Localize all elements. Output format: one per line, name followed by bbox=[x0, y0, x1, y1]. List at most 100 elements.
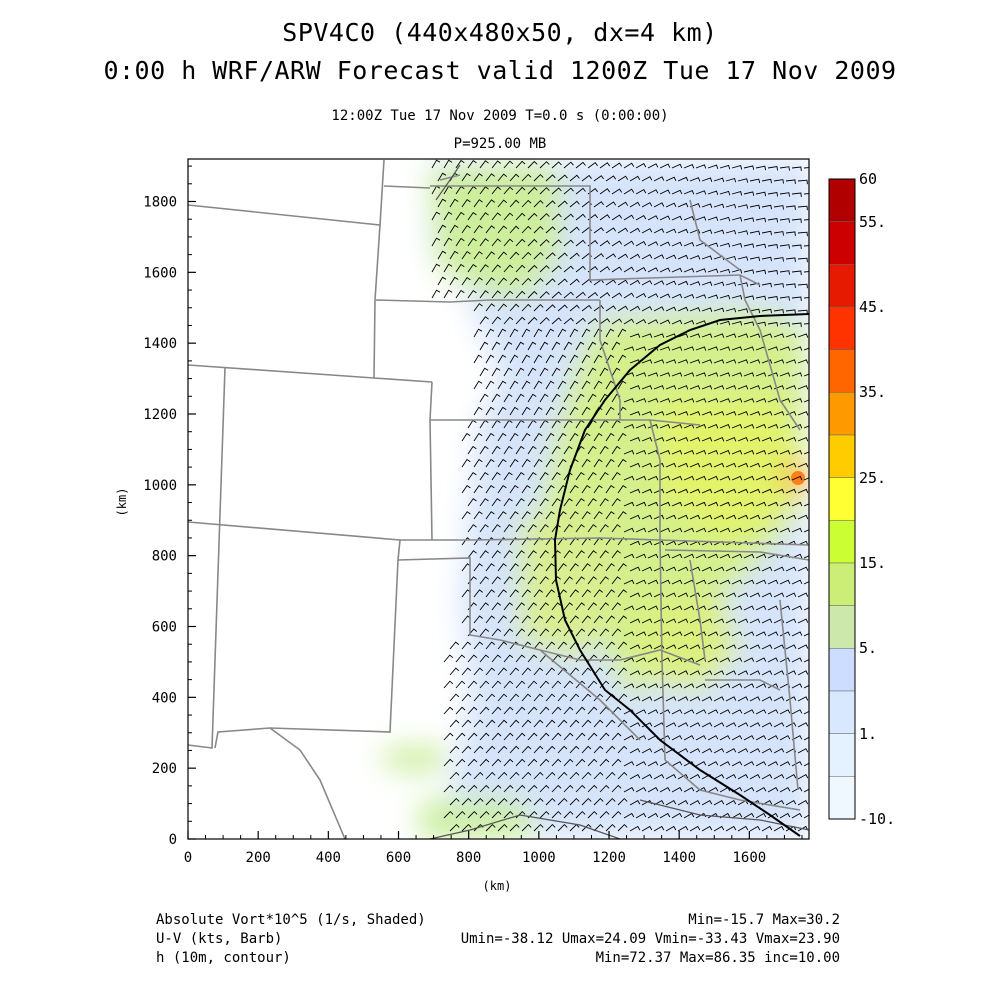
wind-barb bbox=[737, 462, 749, 468]
wind-barb bbox=[527, 445, 537, 455]
y-tick-label: 800 bbox=[152, 549, 177, 565]
wind-barb bbox=[509, 771, 520, 780]
wind-barb bbox=[719, 605, 731, 611]
wind-barb bbox=[521, 693, 532, 702]
wind-barb bbox=[551, 317, 562, 325]
wind-barb bbox=[617, 615, 627, 624]
wind-barb bbox=[593, 201, 604, 208]
wind-barb bbox=[593, 797, 604, 806]
wind-barb bbox=[791, 398, 803, 403]
wind-barb bbox=[647, 293, 659, 299]
wind-barb bbox=[581, 719, 592, 728]
wind-barb bbox=[527, 784, 538, 793]
wind-barb bbox=[569, 200, 580, 208]
wind-barb bbox=[683, 605, 695, 611]
wind-barb bbox=[455, 237, 465, 247]
wind-barb bbox=[743, 527, 755, 533]
wind-barb bbox=[539, 784, 550, 793]
wind-barb bbox=[551, 213, 562, 221]
wind-barb bbox=[605, 175, 617, 182]
wind-barb bbox=[635, 475, 647, 481]
wind-barb bbox=[545, 719, 556, 728]
wind-barb bbox=[707, 475, 719, 481]
wind-barb bbox=[443, 263, 453, 273]
wind-barb bbox=[497, 251, 508, 260]
colorbar-band bbox=[828, 392, 856, 436]
wind-barb bbox=[695, 631, 707, 637]
wind-barb bbox=[491, 784, 502, 793]
colorbar-label: 15. bbox=[859, 554, 886, 572]
wind-barb bbox=[779, 812, 791, 819]
wind-barb bbox=[461, 693, 472, 702]
wind-barb bbox=[707, 398, 719, 403]
wind-barb bbox=[611, 602, 621, 611]
wind-barb bbox=[479, 393, 489, 403]
wind-barb bbox=[701, 437, 713, 442]
wind-barb bbox=[611, 576, 621, 585]
wind-barb bbox=[677, 411, 689, 416]
wind-barb bbox=[797, 566, 809, 572]
wind-barb bbox=[713, 307, 725, 313]
wind-barb bbox=[629, 514, 641, 520]
wind-barb bbox=[491, 445, 501, 455]
colorbar-band bbox=[828, 520, 856, 564]
wind-barb bbox=[623, 214, 635, 221]
wind-barb bbox=[665, 825, 677, 832]
wind-barb bbox=[515, 290, 526, 299]
wind-barb bbox=[533, 354, 543, 364]
wind-barb bbox=[581, 771, 592, 780]
wind-barb bbox=[443, 289, 453, 299]
wind-barb bbox=[611, 318, 623, 325]
wind-barb bbox=[515, 524, 525, 533]
wind-barb bbox=[671, 605, 683, 611]
wind-barb bbox=[725, 281, 737, 287]
wind-barb bbox=[695, 268, 707, 273]
wind-barb bbox=[569, 615, 579, 624]
wind-barb bbox=[791, 786, 803, 793]
wind-barb bbox=[641, 254, 653, 260]
wind-barb bbox=[509, 667, 520, 676]
wind-barb bbox=[713, 566, 725, 572]
wind-barb bbox=[677, 825, 689, 832]
wind-barb bbox=[569, 432, 579, 442]
wind-barb bbox=[623, 266, 635, 273]
wind-barb bbox=[491, 758, 502, 767]
wind-barb bbox=[659, 189, 671, 195]
wind-barb bbox=[533, 251, 544, 260]
wind-barb bbox=[557, 641, 568, 650]
wind-barb bbox=[497, 667, 508, 676]
wind-barb bbox=[497, 511, 507, 520]
wind-barb bbox=[779, 735, 791, 741]
wind-barb bbox=[767, 605, 779, 611]
wind-barb bbox=[539, 187, 550, 195]
wind-barb bbox=[563, 291, 574, 299]
wind-barb bbox=[773, 514, 785, 520]
wind-barb bbox=[725, 462, 737, 468]
wind-barb bbox=[545, 823, 556, 832]
wind-barb bbox=[557, 252, 568, 260]
wind-barb bbox=[773, 644, 785, 650]
wind-barb bbox=[695, 501, 707, 507]
wind-barb bbox=[521, 719, 532, 728]
wind-barb bbox=[767, 165, 779, 171]
wind-barb bbox=[605, 406, 615, 416]
wind-barb bbox=[431, 263, 441, 273]
wind-barb bbox=[719, 216, 731, 222]
wind-barb bbox=[641, 644, 653, 650]
wind-barb bbox=[749, 178, 761, 184]
wind-barb bbox=[611, 240, 623, 247]
wind-barb bbox=[677, 722, 689, 728]
wind-barb bbox=[599, 758, 610, 767]
wind-barb bbox=[707, 268, 719, 274]
wind-barb bbox=[491, 186, 501, 195]
wind-barb bbox=[593, 823, 604, 832]
wind-barb bbox=[707, 527, 719, 533]
wind-barb bbox=[575, 265, 586, 273]
wind-barb bbox=[713, 670, 725, 676]
wind-barb bbox=[539, 471, 549, 481]
wind-barb bbox=[773, 333, 785, 338]
wind-barb bbox=[671, 735, 683, 741]
wind-barb bbox=[587, 550, 597, 559]
wind-barb bbox=[539, 810, 550, 819]
wind-barb bbox=[479, 341, 489, 351]
